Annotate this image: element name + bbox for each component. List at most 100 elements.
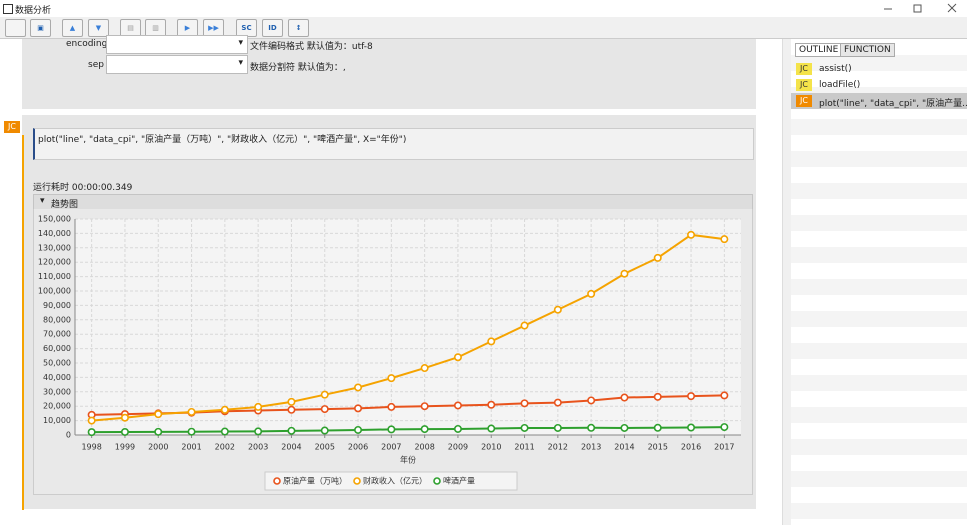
new-button[interactable] <box>5 19 26 37</box>
y-tick-label: 10,000 <box>43 416 71 425</box>
y-tick-label: 60,000 <box>43 344 71 353</box>
y-tick-label: 20,000 <box>43 402 71 411</box>
data-point <box>687 392 696 401</box>
x-tick-label: 2007 <box>381 443 401 452</box>
x-tick-label: 2016 <box>681 443 701 452</box>
toolbar: ▣ ▲ ▼ ▤ ▥ ▶ ▶▶ SC ID ↕ <box>0 17 967 39</box>
y-tick-label: 0 <box>66 431 71 440</box>
outline-tab[interactable]: OUTLINE <box>795 43 843 57</box>
data-point <box>187 427 196 436</box>
data-point <box>553 398 562 407</box>
x-tick-label: 1998 <box>81 443 101 452</box>
outline-item[interactable]: JC assist() <box>791 61 967 77</box>
y-tick-label: 100,000 <box>38 287 71 296</box>
series-line <box>91 233 725 422</box>
data-point <box>354 425 363 434</box>
data-point <box>387 425 396 434</box>
y-tick-label: 70,000 <box>43 330 71 339</box>
x-tick-label: 2010 <box>481 443 501 452</box>
runtime-text: 运行耗时 00:00:00.349 <box>33 183 133 193</box>
data-point <box>553 423 562 432</box>
x-axis-title: 年份 <box>400 455 416 465</box>
data-point <box>487 337 496 346</box>
panel-title: 趋势图 <box>51 200 79 210</box>
x-tick-label: 2014 <box>614 443 634 452</box>
field-label: encoding <box>66 39 108 49</box>
panel-header[interactable]: ▾ 趋势图 <box>33 194 753 210</box>
data-point <box>720 391 729 400</box>
y-tick-label: 50,000 <box>43 359 71 368</box>
data-point <box>553 305 562 314</box>
data-point <box>687 423 696 432</box>
outline-panel: OUTLINE FUNCTION JC assist() JC loadFile() J… <box>791 39 967 525</box>
data-point <box>420 425 429 434</box>
y-tick-label: 30,000 <box>43 387 71 396</box>
x-tick-label: 2013 <box>581 443 601 452</box>
legend-marker <box>433 477 441 485</box>
data-point <box>520 321 529 330</box>
scrollbar[interactable] <box>782 39 791 525</box>
data-point <box>520 423 529 432</box>
item-badge: JC <box>796 95 812 107</box>
data-point <box>653 392 662 401</box>
y-tick-label: 120,000 <box>38 258 71 267</box>
legend-label: 原油产量（万吨） <box>283 476 347 486</box>
sort-button[interactable]: ↕ <box>288 19 309 37</box>
data-point <box>620 269 629 278</box>
data-point <box>87 416 96 425</box>
data-point <box>254 427 263 436</box>
x-tick-label: 2015 <box>648 443 668 452</box>
data-point <box>154 410 163 419</box>
data-point <box>620 393 629 402</box>
data-point <box>487 400 496 409</box>
data-point <box>587 289 596 298</box>
cell-marker <box>22 135 24 510</box>
plot-area <box>75 219 741 435</box>
legend-label: 啤酒产量 <box>443 476 475 486</box>
data-point <box>220 427 229 436</box>
data-point <box>653 253 662 262</box>
y-tick-label: 90,000 <box>43 301 71 310</box>
x-tick-label: 2017 <box>714 443 734 452</box>
x-tick-label: 2003 <box>248 443 268 452</box>
sep-select[interactable]: ▾ <box>106 55 248 74</box>
x-tick-label: 2009 <box>448 443 468 452</box>
legend-marker <box>273 477 281 485</box>
code-input[interactable]: plot("line", "data_cpi", "原油产量（万吨）", "财政… <box>33 128 754 160</box>
data-point <box>220 405 229 414</box>
field-hint: 数据分割符 默认值为：, <box>250 63 346 73</box>
series-line <box>91 426 725 434</box>
x-tick-label: 2011 <box>514 443 534 452</box>
x-tick-label: 2012 <box>548 443 568 452</box>
x-tick-label: 2008 <box>414 443 434 452</box>
encoding-select[interactable]: ▾ <box>106 35 248 54</box>
data-point <box>387 402 396 411</box>
y-tick-label: 40,000 <box>43 373 71 382</box>
x-tick-label: 1999 <box>115 443 135 452</box>
data-point <box>520 399 529 408</box>
item-label: loadFile() <box>819 80 861 90</box>
up-button[interactable]: ▲ <box>62 19 83 37</box>
outline-item[interactable]: JC plot("line", "data_cpi", "原油产量... <box>791 93 967 109</box>
id-button[interactable]: ID <box>262 19 283 37</box>
y-tick-label: 110,000 <box>38 272 71 281</box>
form-cell: encoding ▾ 文件编码格式 默认值为：utf-8 sep ▾ 数据分割符… <box>22 35 756 109</box>
data-point <box>320 426 329 435</box>
down-button[interactable]: ▼ <box>88 19 109 37</box>
window-controls[interactable] <box>880 3 960 14</box>
outline-item[interactable]: JC loadFile() <box>791 77 967 93</box>
y-tick-label: 130,000 <box>38 243 71 252</box>
data-point <box>620 423 629 432</box>
y-tick-label: 150,000 <box>38 215 71 224</box>
chart: 0 10,000 20,000 30,000 40,000 50,000 60,000 70,… <box>38 215 741 491</box>
x-tick-label: 2004 <box>281 443 301 452</box>
data-point <box>154 427 163 436</box>
data-point <box>287 397 296 406</box>
legend-label: 财政收入（亿元） <box>363 476 427 486</box>
code-text: plot("line", "data_cpi", "原油产量（万吨）", "财政… <box>38 135 407 145</box>
save-button[interactable]: ▣ <box>30 19 51 37</box>
function-tab[interactable]: FUNCTION <box>840 43 895 57</box>
x-tick-label: 2000 <box>148 443 168 452</box>
x-tick-label: 2002 <box>215 443 235 452</box>
